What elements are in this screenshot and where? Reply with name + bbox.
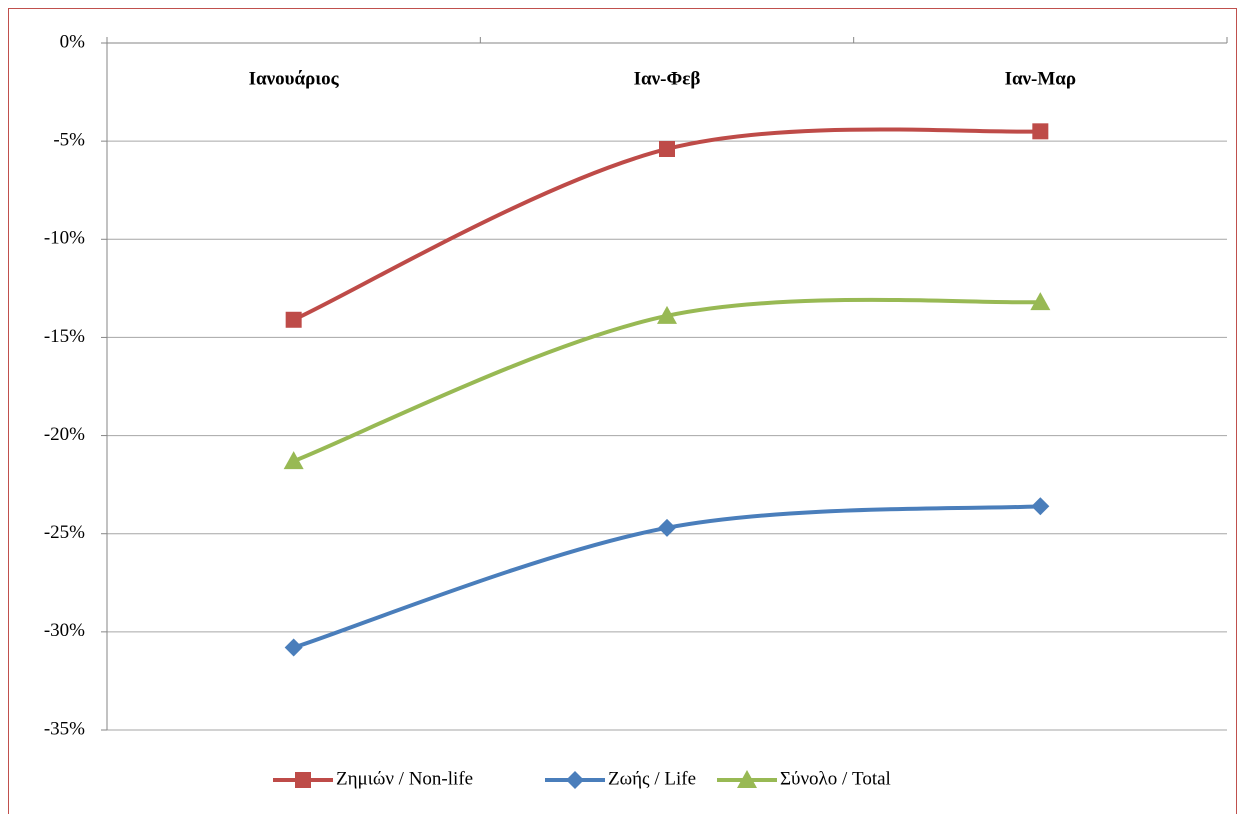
legend-label: Σύνολο / Total: [780, 768, 891, 789]
series-line: [292, 127, 1041, 322]
y-tick-label: -35%: [44, 718, 85, 739]
y-tick-label: -25%: [44, 522, 85, 543]
marker: [284, 638, 303, 657]
y-tick-label: -30%: [44, 620, 85, 641]
y-tick-label: -10%: [44, 228, 85, 249]
marker: [659, 140, 675, 157]
marker: [1031, 497, 1050, 516]
marker: [295, 772, 311, 788]
legend-label: Ζημιών / Non-life: [336, 768, 473, 789]
y-tick-label: -20%: [44, 424, 85, 445]
marker: [283, 451, 304, 470]
marker: [285, 311, 302, 328]
y-tick-label: 0%: [60, 31, 86, 52]
x-tick-label: Ιαν-Φεβ: [634, 68, 701, 89]
marker: [658, 518, 676, 537]
marker: [566, 771, 584, 789]
legend-label: Ζωής / Life: [608, 768, 696, 789]
marker: [1030, 292, 1051, 311]
marker: [1032, 123, 1049, 140]
marker: [737, 770, 757, 788]
x-tick-label: Ιανουάριος: [249, 68, 340, 89]
chart-border: [8, 8, 1237, 814]
marker: [657, 305, 677, 324]
y-tick-label: -5%: [53, 130, 85, 151]
x-tick-label: Ιαν-Μαρ: [1005, 68, 1077, 89]
y-tick-label: -15%: [44, 326, 85, 347]
series-line: [292, 297, 1041, 463]
